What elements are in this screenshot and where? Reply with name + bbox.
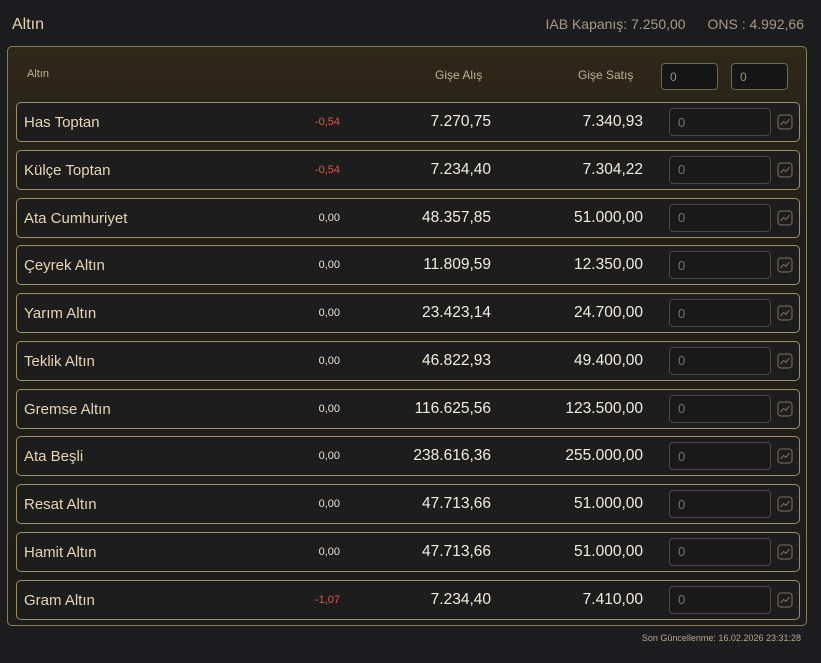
buy-price: 11.809,59 [423, 256, 491, 274]
price-change: -0,54 [314, 163, 340, 176]
row-amount-input[interactable] [669, 490, 771, 518]
line-chart-icon[interactable] [777, 209, 793, 226]
line-chart-icon[interactable] [777, 257, 793, 273]
gold-type-name: Gremse Altın [24, 400, 111, 418]
price-change: 0,00 [318, 307, 340, 319]
market-summary: IAB Kapanış: 7.250,00 ONS : 4.992,66 [527, 16, 804, 32]
gold-type-name: Has Toptan [24, 114, 100, 131]
line-chart-icon[interactable] [777, 400, 793, 417]
sell-price: 51.000,00 [574, 542, 643, 560]
buy-price: 238.616,36 [413, 447, 491, 465]
column-header-sell: Gişe Satış [578, 68, 634, 82]
row-amount-input[interactable] [669, 346, 771, 375]
sell-price: 123.500,00 [565, 399, 643, 417]
sell-price: 49.400,00 [574, 351, 643, 369]
table-row: Resat Altın 0,00 47.713,66 51.000,00 [16, 484, 800, 524]
table-row: Çeyrek Altın 0,00 11.809,59 12.350,00 [16, 245, 800, 286]
sell-price: 7.410,00 [582, 590, 643, 608]
gold-type-name: Ata Cumhuriyet [24, 209, 128, 227]
buy-price: 23.423,14 [422, 304, 491, 321]
buy-price: 47.713,66 [422, 542, 491, 560]
row-amount-input[interactable] [669, 442, 771, 471]
buy-adjust-input[interactable] [661, 63, 718, 90]
line-chart-icon[interactable] [777, 305, 793, 321]
line-chart-icon[interactable] [777, 353, 793, 369]
row-amount-input[interactable] [669, 585, 771, 614]
price-change: 0,00 [318, 402, 340, 415]
price-change: -0,54 [314, 116, 340, 128]
line-chart-icon[interactable] [777, 496, 793, 512]
top-header: Altın IAB Kapanış: 7.250,00 ONS : 4.992,… [0, 0, 821, 46]
column-header-name: Altın [27, 68, 50, 80]
price-rows: Has Toptan -0,54 7.270,75 7.340,93 Külçe Top… [16, 102, 800, 627]
price-change: 0,00 [318, 498, 340, 510]
buy-price: 7.234,40 [430, 160, 491, 178]
buy-price: 116.625,56 [414, 399, 491, 417]
table-row: Hamit Altın 0,00 47.713,66 51.000,00 [16, 531, 800, 572]
price-change: 0,00 [318, 354, 340, 367]
buy-price: 46.822,93 [422, 351, 491, 369]
row-amount-input[interactable] [669, 203, 771, 232]
line-chart-icon[interactable] [777, 591, 793, 608]
row-amount-input[interactable] [669, 155, 771, 184]
buy-price: 47.713,66 [422, 495, 491, 512]
table-row: Yarım Altın 0,00 23.423,14 24.700,00 [16, 293, 800, 333]
gold-type-name: Yarım Altın [24, 305, 97, 322]
gold-type-name: Çeyrek Altın [24, 257, 105, 275]
gold-type-name: Teklik Altın [24, 352, 95, 370]
table-row: Gram Altın -1,07 7.234,40 7.410,00 [16, 579, 800, 620]
page-title: Altın [12, 16, 45, 33]
row-amount-input[interactable] [669, 108, 771, 136]
sell-price: 7.304,22 [582, 160, 643, 178]
table-row: Külçe Toptan -0,54 7.234,40 7.304,22 [16, 149, 800, 190]
price-change: -1,07 [314, 593, 340, 606]
sell-price: 7.340,93 [582, 113, 643, 130]
sell-price: 51.000,00 [574, 208, 643, 226]
buy-price: 7.234,40 [430, 590, 491, 608]
iab-closing-label: IAB Kapanış: 7.250,00 [545, 16, 686, 32]
line-chart-icon[interactable] [777, 162, 793, 178]
price-change: 0,00 [318, 259, 340, 272]
ons-label: ONS : 4.992,66 [707, 16, 804, 32]
table-row: Ata Cumhuriyet 0,00 48.357,85 51.000,00 [16, 197, 800, 238]
line-chart-icon[interactable] [777, 114, 793, 130]
table-row: Teklik Altın 0,00 46.822,93 49.400,00 [16, 340, 800, 381]
buy-price: 7.270,75 [430, 113, 491, 130]
sell-price: 255.000,00 [565, 447, 643, 465]
line-chart-icon[interactable] [777, 544, 793, 560]
price-change: 0,00 [318, 450, 340, 463]
gold-type-name: Gram Altın [24, 591, 95, 609]
gold-price-panel: Altın Gişe Alış Gişe Satış Has Toptan -0,… [7, 46, 807, 626]
column-header-buy: Gişe Alış [435, 68, 483, 82]
table-row: Has Toptan -0,54 7.270,75 7.340,93 [16, 102, 800, 142]
sell-price: 51.000,00 [574, 495, 643, 512]
sell-price: 24.700,00 [574, 304, 643, 321]
row-amount-input[interactable] [669, 537, 771, 566]
row-amount-input[interactable] [669, 394, 771, 423]
table-row: Ata Beşli 0,00 238.616,36 255.000,00 [16, 436, 800, 477]
last-updated: Son Güncellenme: 16.02.2026 23:31:28 [641, 633, 801, 643]
buy-price: 48.357,85 [422, 208, 491, 226]
row-amount-input[interactable] [669, 251, 771, 280]
sell-adjust-input[interactable] [731, 63, 788, 90]
price-change: 0,00 [318, 545, 340, 558]
gold-type-name: Ata Beşli [24, 448, 84, 466]
price-change: 0,00 [318, 211, 340, 224]
gold-type-name: Resat Altın [24, 496, 97, 513]
gold-type-name: Külçe Toptan [24, 161, 111, 179]
row-amount-input[interactable] [669, 299, 771, 327]
sell-price: 12.350,00 [574, 256, 643, 274]
gold-type-name: Hamit Altın [24, 543, 97, 561]
table-row: Gremse Altın 0,00 116.625,56 123.500,00 [16, 388, 800, 429]
line-chart-icon[interactable] [777, 448, 793, 464]
